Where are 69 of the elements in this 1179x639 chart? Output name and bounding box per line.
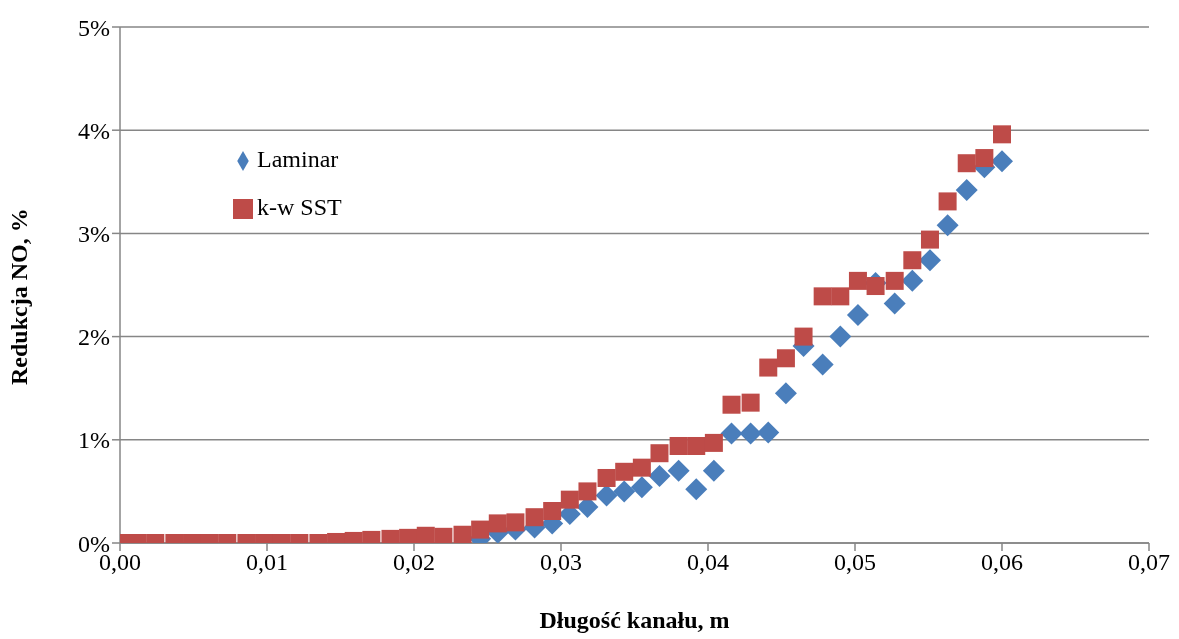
point (434, 527, 453, 543)
point (957, 154, 976, 173)
point (901, 269, 924, 292)
x-tick-label: 0,01 (246, 549, 288, 576)
point (739, 422, 762, 445)
point (650, 444, 669, 463)
point (720, 422, 743, 445)
x-tick-label: 0,02 (393, 549, 435, 576)
point (975, 149, 994, 168)
point (936, 214, 959, 237)
point (885, 271, 904, 290)
point (955, 179, 978, 202)
y-tick-label: 4% (78, 117, 110, 144)
point (722, 395, 741, 414)
point (829, 325, 852, 348)
point (704, 433, 723, 452)
point (846, 303, 869, 326)
point (687, 436, 706, 455)
y-tick-label: 1% (78, 427, 110, 454)
point (543, 502, 562, 521)
point (811, 353, 834, 376)
point (597, 468, 616, 487)
point (506, 513, 525, 532)
x-tick-label: 0,04 (687, 549, 729, 576)
point (918, 249, 941, 272)
point (630, 476, 653, 499)
y-axis-title: Redukcja NO, % (5, 208, 32, 385)
y-tick-label: 3% (78, 220, 110, 247)
point (685, 478, 708, 501)
x-tick-label: 0,05 (834, 549, 876, 576)
x-axis-title: Długość kanału, m (539, 607, 730, 633)
y-tick-label: 5% (78, 14, 110, 41)
point (453, 525, 472, 543)
x-tick-label: 0,06 (981, 549, 1023, 576)
point (648, 464, 671, 487)
point (776, 349, 795, 368)
point (702, 459, 725, 482)
point (991, 150, 1013, 173)
legend-label: Laminar (257, 146, 339, 172)
point (938, 192, 957, 211)
point (813, 287, 832, 306)
point (759, 358, 778, 377)
legend-label: k-w SST (257, 194, 342, 220)
point (667, 459, 690, 482)
point (794, 327, 813, 346)
point (416, 526, 435, 543)
point (920, 230, 939, 249)
point (741, 393, 760, 412)
point (632, 458, 651, 477)
point (560, 490, 579, 509)
point (525, 508, 544, 527)
point (848, 271, 867, 290)
y-tick-label: 2% (78, 324, 110, 351)
point (774, 382, 797, 405)
point (578, 482, 597, 501)
point (993, 125, 1011, 144)
point (757, 421, 780, 444)
x-tick-label: 0,03 (540, 549, 582, 576)
point (471, 520, 490, 539)
point (488, 514, 507, 533)
x-tick-label: 0,07 (1128, 549, 1170, 576)
point (883, 292, 906, 315)
point (613, 480, 636, 503)
point (669, 436, 688, 455)
point (866, 277, 885, 296)
point (831, 287, 850, 306)
point (615, 462, 634, 481)
point (903, 251, 922, 270)
point (595, 484, 618, 507)
